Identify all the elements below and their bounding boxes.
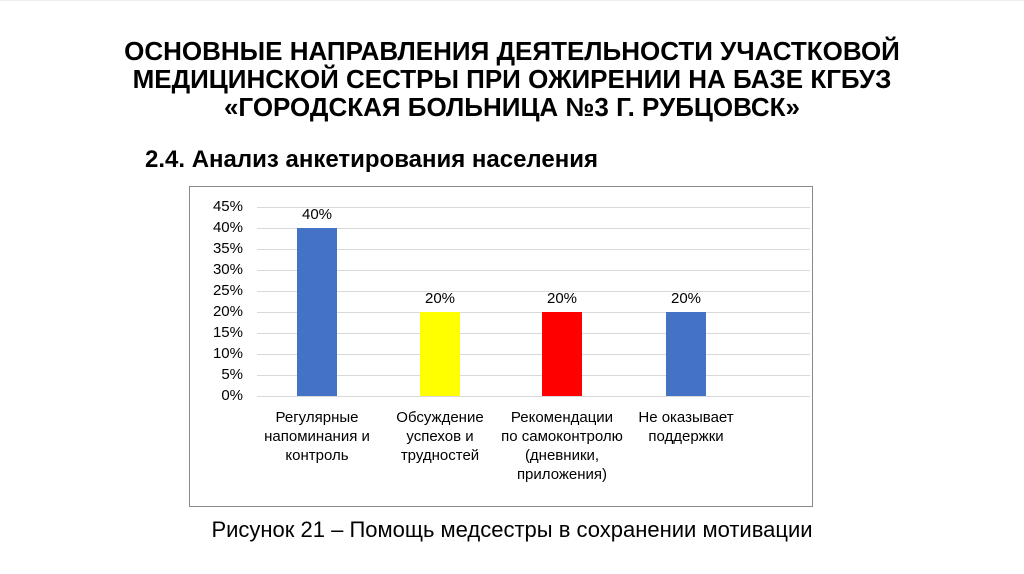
y-axis-tick-label: 45% [212, 198, 243, 215]
gridline [257, 312, 810, 313]
x-axis-category-label: Рекомендации по самоконтролю (дневники, … [501, 409, 623, 483]
chart-bar [542, 312, 582, 396]
slide-title-line-3: «ГОРОДСКАЯ БОЛЬНИЦА №3 Г. РУБЦОВСК» [223, 92, 801, 122]
x-axis-category-label: Не оказывает поддержки [638, 409, 734, 445]
y-axis-tick-label: 40% [212, 219, 243, 236]
slide-top-edge-line [0, 0, 1024, 1]
gridline [257, 333, 810, 334]
gridline [257, 396, 810, 397]
gridline [257, 270, 810, 271]
y-axis-tick-label: 5% [221, 366, 243, 383]
bar-value-label: 20% [670, 290, 702, 307]
chart-bar [666, 312, 706, 396]
gridline [257, 291, 810, 292]
slide-title-line-2: МЕДИЦИНСКОЙ СЕСТРЫ ПРИ ОЖИРЕНИИ НА БАЗЕ … [132, 64, 892, 94]
y-axis-tick-label: 35% [212, 240, 243, 257]
y-axis-tick-label: 20% [212, 303, 243, 320]
y-axis-tick-label: 10% [212, 345, 243, 362]
x-axis-category-label: Регулярные напоминания и контроль [264, 409, 370, 464]
section-heading: 2.4. Анализ анкетирования населения [145, 146, 598, 173]
y-axis-tick-label: 15% [212, 324, 243, 341]
slide-title-line-1: ОСНОВНЫЕ НАПРАВЛЕНИЯ ДЕЯТЕЛЬНОСТИ УЧАСТК… [124, 36, 900, 66]
chart-bar [420, 312, 460, 396]
bar-value-label: 40% [301, 206, 333, 223]
y-axis-tick-label: 25% [212, 282, 243, 299]
slide-title: ОСНОВНЫЕ НАПРАВЛЕНИЯ ДЕЯТЕЛЬНОСТИ УЧАСТК… [0, 37, 1024, 121]
gridline [257, 207, 810, 208]
gridline [257, 249, 810, 250]
x-axis-category-label: Обсуждение успехов и трудностей [396, 409, 484, 464]
y-axis-tick-label: 30% [212, 261, 243, 278]
gridline [257, 228, 810, 229]
bar-chart-plot-area: 45% 40% 35% 30% 25% 20% 15% 10% 5% 0% 40% Регулярны… [190, 187, 812, 506]
bar-value-label: 20% [424, 290, 456, 307]
figure-caption: Рисунок 21 – Помощь медсестры в сохранен… [211, 517, 813, 542]
y-axis-tick-label: 0% [221, 387, 243, 404]
gridline [257, 354, 810, 355]
chart-bar [297, 228, 337, 396]
bar-chart-frame: 45% 40% 35% 30% 25% 20% 15% 10% 5% 0% 40% Регулярны… [189, 186, 813, 507]
gridline [257, 375, 810, 376]
bar-value-label: 20% [546, 290, 578, 307]
